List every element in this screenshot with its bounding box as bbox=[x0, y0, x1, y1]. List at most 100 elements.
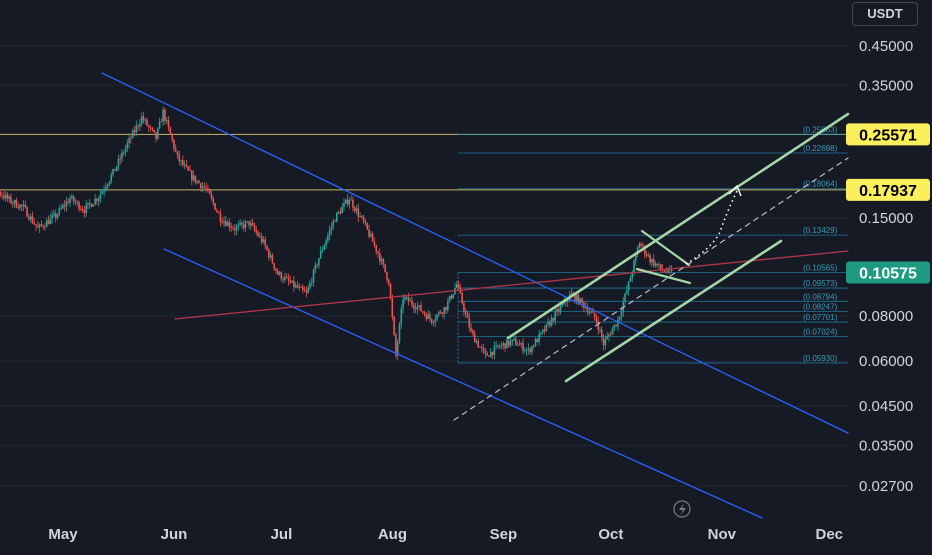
candle-body bbox=[606, 336, 608, 340]
candle-body bbox=[45, 220, 48, 228]
candle-body bbox=[402, 299, 404, 309]
candle-body bbox=[219, 213, 222, 222]
candle-body bbox=[520, 343, 523, 345]
candle-body bbox=[387, 279, 390, 285]
candle-body bbox=[314, 264, 317, 270]
candle-body bbox=[438, 311, 440, 315]
candle-body bbox=[439, 311, 442, 314]
candle-body bbox=[44, 226, 46, 228]
candle-body bbox=[405, 296, 408, 298]
candle-body bbox=[114, 169, 116, 171]
candle-body bbox=[212, 198, 215, 204]
fib-level-label: (0.09573) bbox=[803, 279, 838, 288]
candle-body bbox=[489, 351, 492, 357]
candle-body bbox=[527, 348, 530, 350]
candle-body bbox=[427, 314, 429, 319]
candle-body bbox=[278, 272, 281, 275]
candle-body bbox=[230, 227, 232, 228]
candle-body bbox=[108, 181, 111, 185]
candle-body bbox=[169, 127, 172, 135]
candle-body bbox=[434, 319, 437, 323]
candle-body bbox=[643, 245, 646, 254]
candle-body bbox=[420, 305, 422, 312]
candle-body bbox=[196, 181, 198, 183]
time-tick-label: Jun bbox=[161, 526, 188, 543]
candle-body bbox=[191, 170, 193, 181]
candle-body bbox=[362, 216, 365, 222]
candle-body bbox=[198, 181, 200, 184]
candle-body bbox=[570, 292, 573, 295]
candle-body bbox=[42, 225, 45, 227]
candle-body bbox=[531, 346, 533, 353]
candle-body bbox=[334, 221, 336, 222]
candle-body bbox=[216, 210, 218, 212]
candle-body bbox=[35, 224, 37, 227]
candle-body bbox=[579, 298, 582, 305]
candle-body bbox=[386, 271, 388, 280]
candle-body bbox=[160, 121, 163, 123]
candle-body bbox=[207, 188, 209, 190]
candle-body bbox=[156, 128, 159, 139]
grid-lines bbox=[0, 45, 848, 487]
candle-body bbox=[162, 109, 164, 122]
candle-body bbox=[513, 338, 515, 340]
candle-body bbox=[611, 328, 614, 335]
candle-body bbox=[155, 132, 157, 139]
candle-body bbox=[336, 212, 338, 222]
fib-retracement: (0.25563) (0.22698) (0.18064) (0.13429) (0.1… bbox=[457, 125, 848, 364]
candle-body bbox=[366, 223, 369, 230]
candle-body bbox=[185, 164, 188, 167]
candle-body bbox=[608, 334, 610, 337]
candle-body bbox=[171, 134, 173, 140]
candle-body bbox=[595, 317, 598, 322]
candle-body bbox=[51, 215, 53, 219]
candle-body bbox=[398, 324, 401, 343]
candle-body bbox=[17, 207, 19, 209]
candle-body bbox=[337, 211, 340, 213]
candle-body bbox=[656, 263, 659, 266]
candle-body bbox=[47, 220, 50, 224]
currency-selector[interactable]: USDT bbox=[852, 2, 918, 26]
price-tick-label: 0.35000 bbox=[859, 77, 913, 94]
candle-body bbox=[377, 251, 379, 254]
candle-body bbox=[552, 317, 555, 321]
candle-body bbox=[413, 304, 415, 309]
candle-body bbox=[484, 350, 487, 354]
price-tag-label: 0.25571 bbox=[859, 127, 917, 144]
candle-body bbox=[482, 348, 485, 351]
lightning-icon bbox=[673, 500, 691, 518]
candle-body bbox=[69, 198, 71, 203]
candle-body bbox=[529, 348, 531, 353]
candle-body bbox=[106, 184, 109, 188]
projection-arrowhead bbox=[728, 184, 742, 197]
candle-body bbox=[74, 201, 77, 203]
candle-body bbox=[149, 126, 152, 128]
candle-body bbox=[364, 221, 367, 224]
red-trendline bbox=[174, 250, 849, 320]
candle-body bbox=[271, 255, 274, 264]
candle-body bbox=[423, 312, 426, 315]
price-tick-label: 0.03500 bbox=[859, 437, 913, 454]
candle-body bbox=[235, 226, 238, 231]
candle-body bbox=[210, 194, 213, 199]
candle-body bbox=[481, 346, 483, 349]
candle-body bbox=[532, 346, 535, 347]
candle-body bbox=[139, 123, 141, 127]
candle-body bbox=[665, 271, 668, 273]
candle-body bbox=[429, 314, 431, 319]
candle-body bbox=[466, 313, 469, 318]
candle-body bbox=[13, 200, 16, 204]
candle-body bbox=[393, 316, 395, 335]
candle-body bbox=[652, 259, 655, 266]
candle-body bbox=[498, 346, 501, 348]
candle-body bbox=[94, 198, 96, 205]
candle-body bbox=[615, 324, 617, 327]
candle-body bbox=[545, 324, 548, 332]
channel-midline bbox=[453, 157, 849, 421]
candle-body bbox=[633, 260, 635, 273]
candle-body bbox=[101, 191, 104, 195]
candle-body bbox=[133, 130, 136, 133]
candle-body bbox=[214, 203, 216, 211]
